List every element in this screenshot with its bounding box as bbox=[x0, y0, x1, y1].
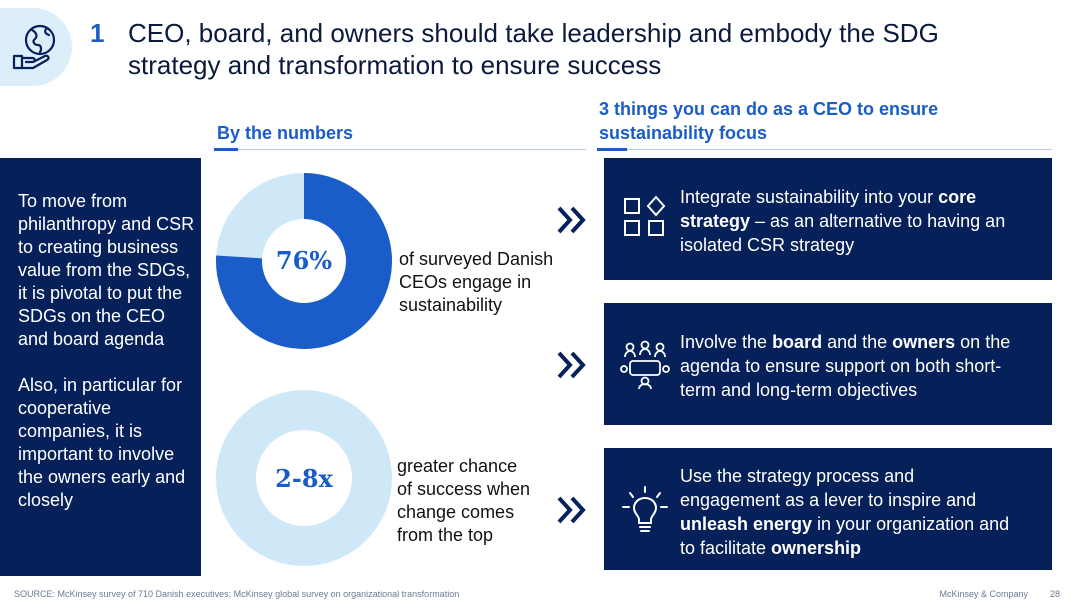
page-title: CEO, board, and owners should take leade… bbox=[128, 17, 1028, 81]
stat-2-8x-line-4: from the top bbox=[397, 525, 494, 545]
donut-chart-76 bbox=[216, 173, 392, 349]
double-chevron-right-icon bbox=[557, 206, 586, 234]
action-2-line-1-bold-owners: owners bbox=[892, 332, 956, 352]
action-1-line-1-bold: core bbox=[938, 187, 977, 207]
action-2-line-2: agenda to ensure support on both short- bbox=[680, 356, 1002, 376]
numbers-heading-accent bbox=[214, 148, 238, 151]
meeting-table-icon bbox=[620, 340, 670, 389]
numbers-heading-rule bbox=[214, 149, 586, 150]
action-2-line-1: Involve the board and the owners on the bbox=[680, 330, 1044, 354]
page-title-line-1: CEO, board, and owners should take leade… bbox=[128, 18, 939, 48]
action-1-line-2-bold: strategy bbox=[680, 211, 751, 231]
header-icon-badge bbox=[0, 8, 72, 86]
globe-in-hand-icon bbox=[12, 24, 56, 70]
action-3-line-4: to facilitate ownership bbox=[680, 536, 1044, 560]
action-3-line-3-plain: in your organization and bbox=[812, 514, 1010, 534]
stat-76-line-1: of surveyed Danish bbox=[399, 249, 554, 269]
numbers-heading: By the numbers bbox=[217, 123, 354, 143]
actions-heading-line-1: 3 things you can do as a CEO to ensure bbox=[599, 99, 939, 119]
double-chevron-right-icon bbox=[557, 351, 586, 379]
section-number: 1 bbox=[90, 18, 105, 48]
donut-76-value-arc bbox=[216, 173, 392, 349]
action-3-line-4-plain: to facilitate bbox=[680, 538, 772, 558]
action-1-line-2: strategy – as an alternative to having a… bbox=[680, 209, 1044, 233]
action-card-unleash-energy: Use the strategy process and engagement … bbox=[604, 448, 1052, 570]
action-3-line-1: Use the strategy process and bbox=[680, 466, 915, 486]
actions-heading-accent bbox=[597, 148, 627, 151]
actions-heading-line-2: sustainability focus bbox=[599, 123, 768, 143]
footer-source: SOURCE: McKinsey survey of 710 Danish ex… bbox=[14, 589, 460, 599]
left-panel bbox=[0, 158, 201, 576]
action-card-core-strategy: Integrate sustainability into your core … bbox=[604, 158, 1052, 280]
action-card-3-text: Use the strategy process and engagement … bbox=[680, 464, 1044, 560]
action-3-line-3: unleash energy in your organization and bbox=[680, 512, 1044, 536]
action-card-board-owners: Involve the board and the owners on the … bbox=[604, 303, 1052, 425]
action-2-line-1-bold-board: board bbox=[772, 332, 823, 352]
action-1-line-1-plain: Integrate sustainability into your bbox=[680, 187, 939, 207]
stat-description-76: of surveyed Danish CEOs engage in sustai… bbox=[399, 248, 553, 317]
footer-brand: McKinsey & Company bbox=[939, 589, 1028, 599]
actions-heading: 3 things you can do as a CEO to ensure s… bbox=[599, 97, 1039, 145]
double-chevron-right-icon bbox=[557, 496, 586, 524]
stat-2-8x-line-3: change comes bbox=[397, 502, 515, 522]
shapes-grid-icon bbox=[624, 195, 666, 236]
action-card-1-text: Integrate sustainability into your core … bbox=[680, 185, 1044, 257]
action-3-line-2: engagement as a lever to inspire and bbox=[680, 490, 977, 510]
stat-76-line-2: CEOs engage in bbox=[399, 272, 532, 292]
page-title-line-2: strategy and transformation to ensure su… bbox=[128, 50, 662, 80]
action-2-line-1-plain-b: and the bbox=[822, 332, 893, 352]
donut-2-8x-ring bbox=[216, 390, 392, 566]
action-2-line-3: term and long-term objectives bbox=[680, 380, 918, 400]
action-1-line-3: isolated CSR strategy bbox=[680, 235, 855, 255]
action-2-line-1-plain-a: Involve the bbox=[680, 332, 773, 352]
stat-value-2-8x: 2-8x bbox=[275, 464, 333, 493]
stat-76-line-3: sustainability bbox=[399, 295, 503, 315]
donut-chart-2-8x bbox=[216, 390, 392, 566]
action-1-line-1: Integrate sustainability into your core bbox=[680, 185, 1044, 209]
actions-heading-rule bbox=[597, 149, 1052, 150]
lightbulb-icon bbox=[622, 486, 668, 532]
stat-value-76: 76% bbox=[275, 246, 333, 275]
left-panel-paragraph-1: To move from philanthropy and CSR to cre… bbox=[18, 191, 195, 349]
action-2-line-1-plain-c: on the bbox=[955, 332, 1011, 352]
action-1-line-2-plain: – as an alternative to having an bbox=[750, 211, 1006, 231]
stat-2-8x-line-2: of success when bbox=[397, 479, 531, 499]
left-panel-paragraph-2: Also, in particular for cooperative comp… bbox=[18, 375, 186, 510]
stat-2-8x-line-1: greater chance bbox=[397, 456, 518, 476]
left-panel-text: To move from philanthropy and CSR to cre… bbox=[18, 190, 198, 512]
action-3-line-4-bold: ownership bbox=[771, 538, 862, 558]
action-3-line-3-bold: unleash energy bbox=[680, 514, 813, 534]
action-card-2-text: Involve the board and the owners on the … bbox=[680, 330, 1044, 402]
stat-description-2-8x: greater chance of success when change co… bbox=[397, 455, 530, 547]
page-number: 28 bbox=[1049, 589, 1060, 599]
